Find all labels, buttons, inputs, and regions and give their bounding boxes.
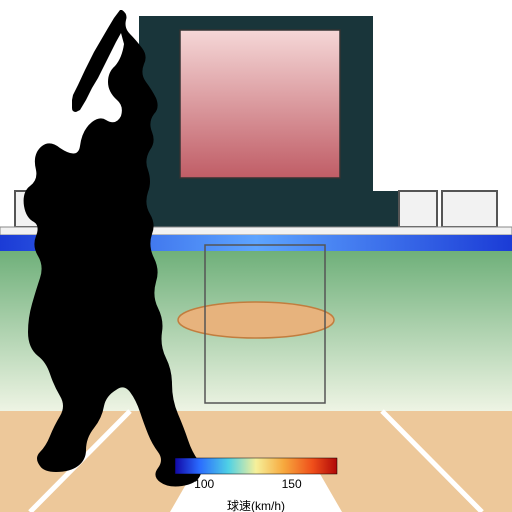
legend-label: 球速(km/h): [227, 499, 285, 512]
chart-svg: 100 150 球速(km/h): [0, 0, 512, 512]
scoreboard-lower: [110, 191, 402, 227]
legend-colorbar: [175, 458, 337, 474]
scoreboard-screen: [180, 30, 340, 178]
stand-section: [399, 191, 437, 227]
pitch-chart-stage: 100 150 球速(km/h): [0, 0, 512, 512]
stand-section: [442, 191, 497, 227]
legend-tick: 150: [282, 477, 302, 491]
legend-tick: 100: [194, 477, 214, 491]
pitchers-mound: [178, 302, 334, 338]
